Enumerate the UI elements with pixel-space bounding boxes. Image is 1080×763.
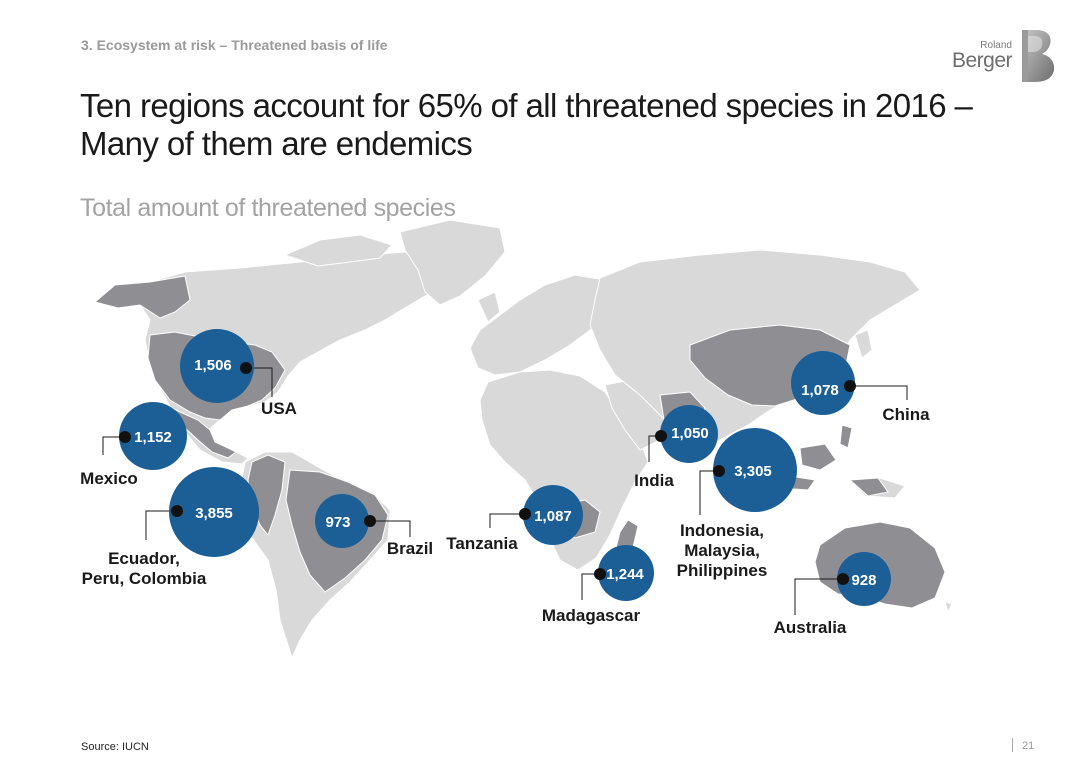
malaysia-borneo-shape (799, 443, 837, 471)
mexico-leader-line (102, 436, 125, 455)
madagascar-marker-dot (594, 568, 606, 580)
madagascar-bubble (598, 545, 654, 601)
map-subtitle: Total amount of threatened species (80, 194, 456, 222)
tanzania-marker-dot (519, 508, 531, 520)
brazil-bubble (315, 494, 369, 548)
andes-marker-dot (171, 505, 183, 517)
roland-berger-logo: Roland Berger (944, 30, 1056, 82)
usa-bubble (180, 329, 254, 403)
title-line-2: Many of them are endemics (80, 125, 473, 162)
logo-b-mark (1022, 30, 1055, 82)
brazil-value: 973 (325, 514, 350, 531)
tanzania-label: Tanzania (446, 534, 518, 553)
india-marker-dot (655, 430, 667, 442)
logo-word-berger: Berger (951, 49, 1013, 72)
sea-label-line-1: Indonesia, (680, 521, 764, 540)
china-label: China (882, 405, 930, 424)
philippines-shape (839, 424, 853, 449)
papua-shape (848, 477, 889, 497)
footer-divider (1012, 738, 1013, 752)
sea-label-line-2: Malaysia, (684, 541, 760, 560)
andes-label-line-2: Peru, Colombia (82, 569, 207, 588)
page-number: 21 (1022, 740, 1035, 752)
japan-landmass (854, 329, 873, 359)
page-title: Ten regions account for 65% of all threa… (80, 87, 980, 163)
australia-value: 928 (851, 572, 876, 589)
andes-leader-line (145, 510, 177, 540)
mexico-marker-dot (119, 431, 131, 443)
andes-value: 3,855 (195, 505, 233, 522)
tanzania-leader-line (489, 513, 525, 528)
china-marker-dot (844, 380, 856, 392)
logo-word-roland: Roland (980, 40, 1012, 51)
madagascar-value: 1,244 (606, 566, 644, 583)
usa-leader-line (246, 367, 273, 397)
india-label: India (634, 471, 674, 490)
mexico-label: Mexico (80, 469, 138, 488)
brazil-leader-line (370, 520, 411, 537)
australia-label: Australia (774, 618, 847, 637)
mexico-value: 1,152 (134, 429, 172, 446)
sea-leader-line (699, 470, 719, 515)
india-bubble (660, 405, 718, 463)
source-note: Source: IUCN (81, 741, 149, 753)
australia-leader-line (794, 578, 843, 615)
title-line-1: Ten regions account for 65% of all threa… (80, 87, 973, 124)
mexico-bubble (119, 402, 187, 470)
india-value: 1,050 (671, 425, 709, 442)
tanzania-value: 1,087 (534, 508, 572, 525)
section-breadcrumb: 3. Ecosystem at risk – Threatened basis … (81, 37, 388, 53)
andes-label-line-1: Ecuador, (108, 549, 180, 568)
brazil-label: Brazil (387, 539, 433, 558)
australia-marker-dot (837, 573, 849, 585)
tanzania-bubble (523, 485, 583, 545)
andes-bubble (169, 467, 259, 557)
usa-marker-dot (240, 362, 252, 374)
sea-value: 3,305 (734, 463, 772, 480)
china-value: 1,078 (801, 382, 839, 399)
australia-bubble (837, 552, 891, 606)
china-bubble (791, 351, 855, 415)
usa-value: 1,506 (194, 357, 232, 374)
alaska-shape (93, 275, 191, 319)
china-leader-line (850, 385, 908, 400)
usa-label: USA (261, 399, 297, 418)
british-isles (477, 291, 501, 323)
sea-bubble (713, 428, 797, 512)
new-zealand-landmass (944, 601, 953, 614)
madagascar-label: Madagascar (542, 606, 641, 625)
brazil-marker-dot (364, 515, 376, 527)
greenland-landmass (399, 219, 506, 306)
sea-marker-dot (713, 465, 725, 477)
africa-landmass (479, 369, 649, 571)
sea-label-line-3: Philippines (677, 561, 768, 580)
arctic-islands-west (283, 234, 393, 267)
